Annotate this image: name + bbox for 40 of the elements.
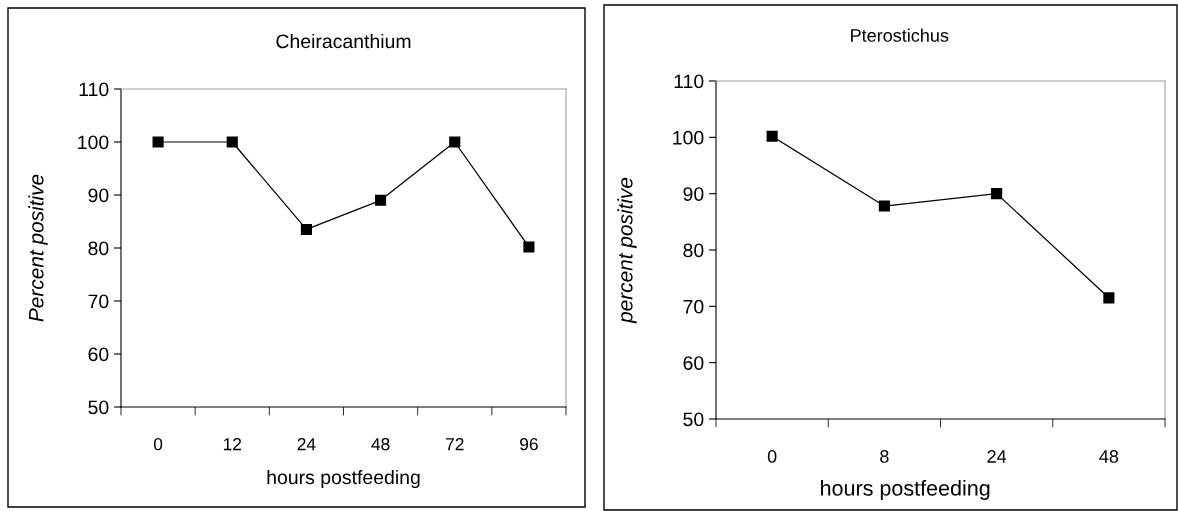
x-tick-label: 8 [880, 450, 889, 463]
chart-title: Pterostichus [851, 28, 949, 42]
x-tick-label: 48 [1099, 450, 1119, 463]
y-tick-label: 110 [79, 82, 109, 97]
point [1103, 292, 1115, 304]
y-tick-label: 110 [674, 74, 704, 89]
x-axis-title: hours postfeeding [821, 479, 990, 501]
x-tick-label: 0 [153, 438, 163, 451]
x-tick-label: 0 [767, 450, 777, 463]
x-tick-label: 72 [445, 438, 464, 451]
y-tick-label: 90 [683, 187, 704, 201]
y-tick-label: 70 [683, 299, 704, 314]
point [375, 194, 387, 206]
y-tick-label: 50 [88, 400, 109, 415]
y-axis-title: percent positive [617, 177, 637, 324]
y-tick-label: 100 [78, 135, 109, 150]
point [878, 200, 890, 212]
x-tick-label: 48 [371, 438, 390, 451]
x-tick-label: 24 [987, 450, 1007, 463]
y-tick-label: 90 [88, 188, 109, 203]
y-tick-label: 50 [683, 412, 704, 427]
point [991, 188, 1003, 200]
y-tick-label: 100 [673, 130, 704, 145]
y-axis-title: Percent positive [28, 174, 48, 322]
y-tick-label: 80 [88, 241, 109, 256]
y-tick-label: 60 [683, 356, 704, 370]
y-tick-label: 70 [88, 294, 109, 309]
point [226, 136, 238, 148]
point [449, 136, 461, 148]
point [300, 223, 312, 236]
x-tick-label: 12 [223, 438, 242, 451]
chart-title: Cheiracanthium [276, 33, 411, 49]
point [766, 130, 778, 142]
x-axis-title: hours postfeeding [267, 469, 420, 489]
y-tick-label: 80 [683, 243, 704, 258]
x-tick-label: 96 [520, 438, 538, 451]
point [152, 136, 164, 148]
x-tick-label: 24 [297, 438, 316, 451]
y-tick-label: 60 [88, 347, 109, 362]
point [523, 241, 535, 253]
